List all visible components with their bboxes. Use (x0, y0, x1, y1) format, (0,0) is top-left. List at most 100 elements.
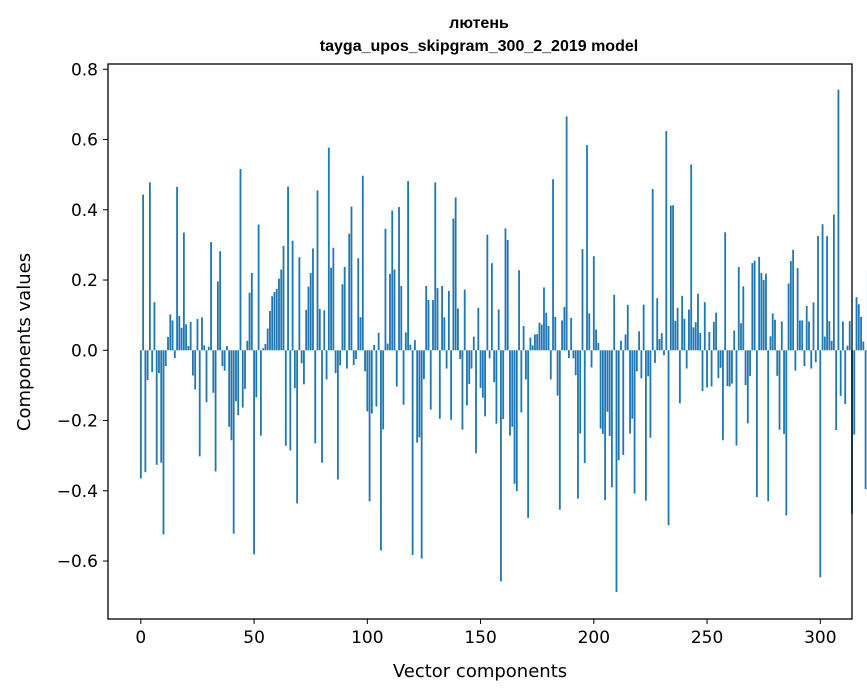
bar-component-319 (862, 341, 865, 351)
bar-component-268 (746, 350, 749, 424)
bar-component-280 (774, 319, 776, 351)
bar-component-100 (366, 350, 369, 412)
bar-component-118 (407, 180, 409, 351)
y-tick-label: 0.4 (71, 201, 98, 221)
bar-component-256 (719, 350, 722, 368)
bar-component-290 (796, 268, 799, 351)
bar-component-311 (844, 350, 847, 405)
bar-component-83 (327, 147, 330, 351)
plot-frame (107, 63, 853, 620)
bar-component-133 (441, 286, 443, 351)
bar-component-7 (155, 350, 158, 465)
bar-component-307 (835, 350, 838, 431)
bar-component-238 (678, 350, 681, 404)
bar-component-281 (776, 350, 779, 376)
x-axis-label: Vector components (393, 661, 567, 682)
bar-component-145 (468, 350, 471, 384)
x-tick-label: 250 (691, 628, 723, 648)
bar-component-182 (552, 179, 554, 351)
bar-component-20 (185, 324, 188, 351)
bar-component-141 (459, 350, 462, 360)
bar-component-134 (443, 317, 446, 351)
bar-component-305 (830, 340, 833, 351)
bar-component-130 (434, 182, 437, 351)
bar-component-66 (289, 350, 292, 451)
bar-component-197 (586, 145, 588, 351)
bar-component-132 (438, 350, 441, 419)
bar-component-248 (701, 350, 704, 392)
bar-component-297 (812, 302, 815, 351)
bar-component-58 (271, 296, 274, 351)
bar-component-140 (457, 308, 459, 351)
bar-component-3 (146, 350, 149, 381)
bar-component-288 (792, 249, 795, 351)
bar-component-137 (450, 350, 453, 420)
bar-component-39 (228, 350, 231, 427)
bar-component-176 (538, 322, 541, 351)
bar-component-278 (769, 336, 772, 351)
bar-component-119 (409, 344, 412, 351)
bar-component-234 (669, 205, 672, 351)
bar-component-69 (296, 350, 299, 504)
bar-component-9 (160, 350, 163, 463)
bar-component-292 (801, 320, 804, 351)
bar-component-94 (352, 350, 355, 366)
bar-component-2 (144, 350, 147, 473)
bar-component-285 (785, 350, 788, 516)
bar-component-28 (203, 345, 206, 351)
bar-component-249 (703, 302, 706, 351)
y-tick-label: −0.6 (57, 552, 98, 572)
bar-component-187 (563, 307, 566, 351)
x-tick-label: 0 (135, 628, 146, 648)
bar-component-65 (287, 186, 289, 351)
bar-component-57 (269, 310, 271, 351)
bar-component-178 (543, 287, 545, 351)
bar-component-67 (291, 240, 294, 351)
bar-component-240 (683, 318, 686, 351)
bar-component-126 (425, 286, 428, 351)
bar-component-296 (810, 350, 813, 369)
bar-series (139, 89, 867, 592)
bar-component-242 (688, 309, 690, 351)
bar-component-233 (667, 350, 670, 526)
bar-component-157 (495, 350, 498, 424)
bar-component-162 (506, 239, 509, 351)
bar-component-210 (615, 350, 618, 592)
bar-component-43 (237, 350, 240, 416)
bar-component-222 (642, 304, 645, 351)
bar-component-172 (529, 337, 532, 351)
bar-component-175 (536, 334, 539, 351)
bar-component-4 (148, 182, 151, 351)
bar-component-82 (325, 350, 328, 380)
bar-component-161 (504, 228, 507, 351)
bar-component-220 (638, 331, 641, 351)
bar-component-92 (348, 233, 351, 351)
bar-component-289 (794, 350, 797, 371)
y-tick-label: 0.0 (71, 341, 98, 361)
bar-component-120 (411, 350, 414, 556)
bar-component-230 (660, 333, 663, 351)
bar-component-18 (180, 327, 183, 351)
bar-component-41 (232, 350, 235, 534)
bar-component-60 (275, 288, 278, 351)
bar-component-52 (257, 224, 260, 351)
bar-component-81 (323, 310, 326, 351)
bar-component-32 (212, 350, 215, 393)
bar-component-156 (493, 350, 496, 383)
bar-component-212 (620, 340, 622, 351)
bar-component-128 (429, 350, 432, 410)
bar-component-144 (466, 350, 468, 406)
y-tick-label: 0.8 (71, 60, 98, 80)
x-tick-label: 150 (464, 628, 496, 648)
bar-component-160 (502, 350, 505, 420)
bar-component-8 (158, 350, 160, 374)
bar-component-232 (665, 131, 668, 351)
bar-component-124 (420, 350, 423, 559)
x-tick-label: 50 (243, 628, 265, 648)
bar-component-263 (735, 350, 738, 446)
bar-component-61 (278, 278, 280, 351)
bar-component-318 (860, 316, 862, 351)
bar-component-163 (509, 350, 511, 436)
bar-component-152 (484, 350, 486, 417)
bar-component-166 (515, 350, 518, 492)
